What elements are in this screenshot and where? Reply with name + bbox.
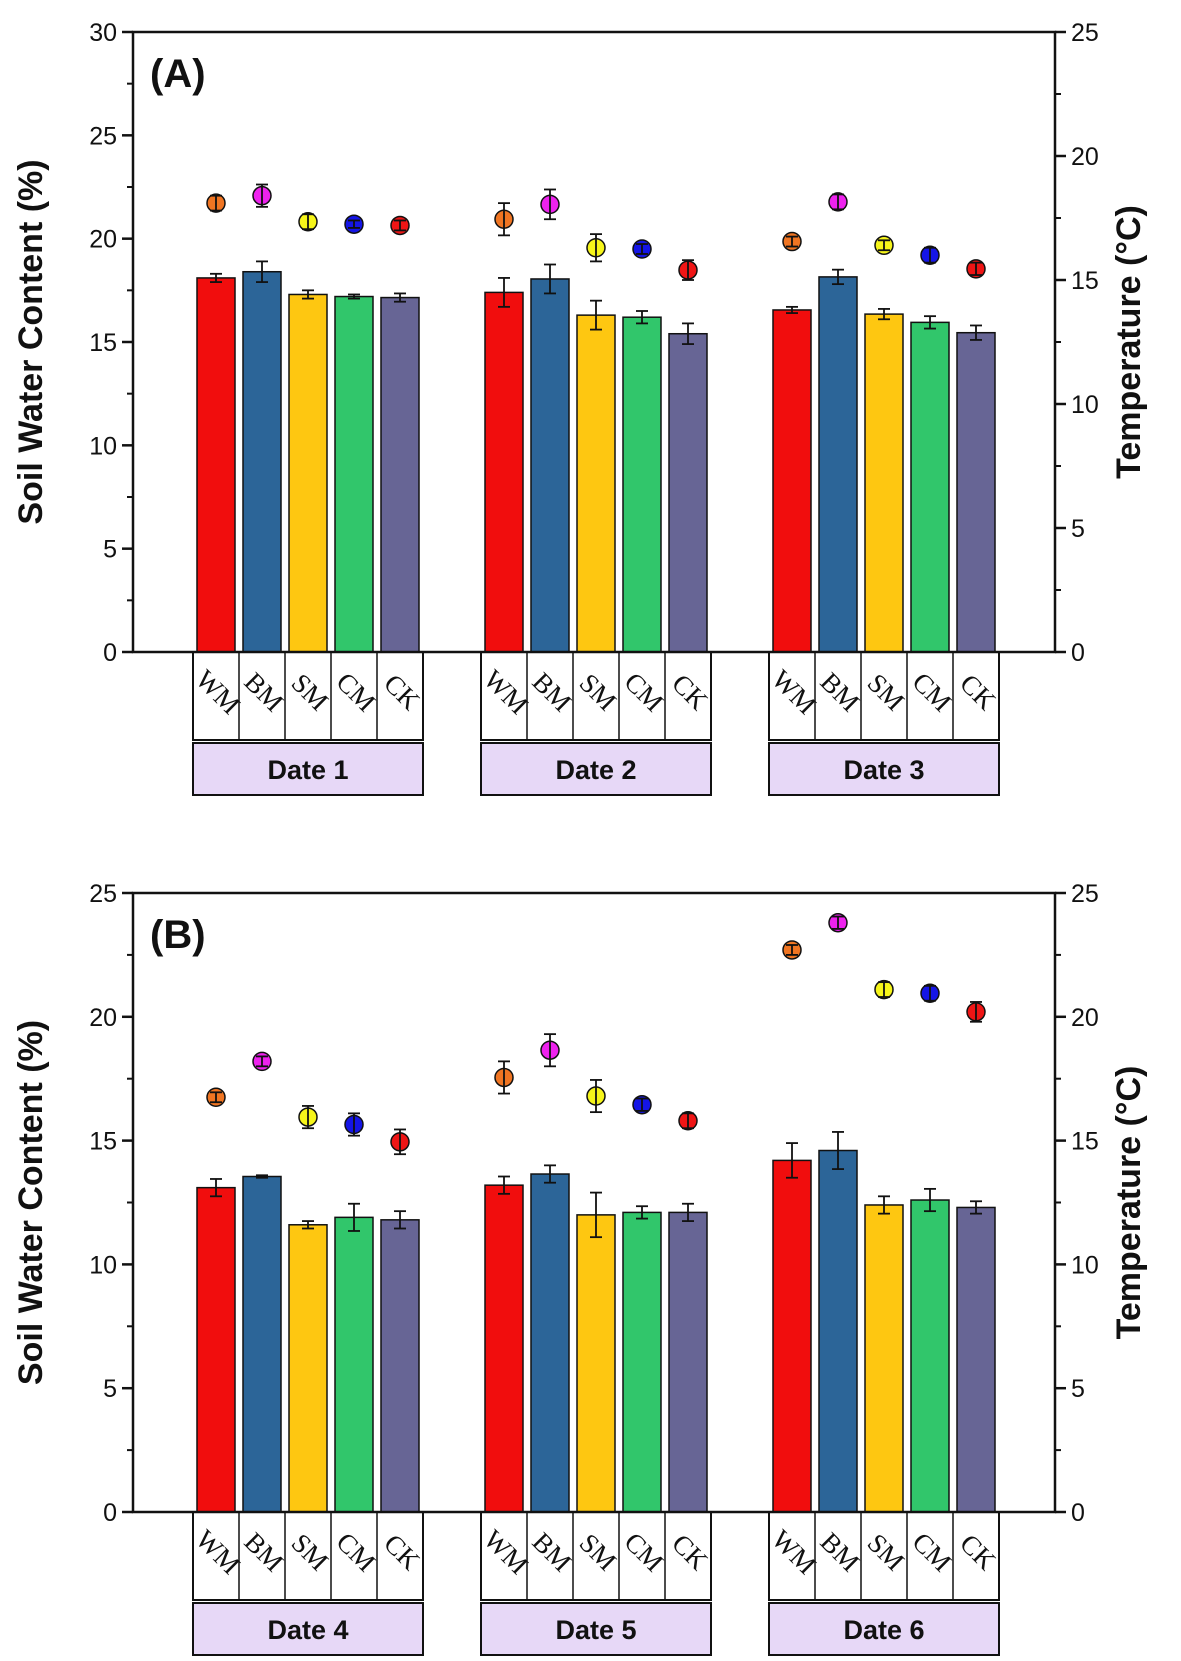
y-tick-label: 0 bbox=[103, 639, 117, 667]
date-label: Date 3 bbox=[843, 755, 924, 785]
y2-axis-title: Temperature (°C) bbox=[1110, 1066, 1148, 1340]
bar bbox=[956, 1206, 996, 1513]
category-label-box bbox=[192, 651, 424, 741]
category-label-box bbox=[480, 651, 712, 741]
y-tick-label: 25 bbox=[89, 880, 117, 908]
date-label-box bbox=[480, 742, 712, 796]
bar bbox=[196, 277, 236, 653]
category-label-box bbox=[768, 1511, 1000, 1601]
panel-label: (B) bbox=[150, 913, 206, 957]
bar bbox=[484, 291, 524, 653]
bar bbox=[576, 1214, 616, 1513]
y2-axis-title: Temperature (°C) bbox=[1110, 205, 1148, 479]
y-tick-label: 5 bbox=[103, 1375, 117, 1403]
bar bbox=[910, 321, 950, 653]
y-tick-label: 10 bbox=[89, 1251, 117, 1279]
bar bbox=[288, 293, 328, 653]
y-tick-label: 20 bbox=[89, 226, 117, 254]
bar bbox=[530, 278, 570, 653]
bar bbox=[288, 1224, 328, 1513]
y2-tick-label: 5 bbox=[1071, 1375, 1085, 1403]
date-label-box bbox=[192, 742, 424, 796]
bar bbox=[668, 332, 708, 653]
y-tick-label: 10 bbox=[89, 432, 117, 460]
y-tick-label: 15 bbox=[89, 329, 117, 357]
bar bbox=[334, 1216, 374, 1513]
date-label-box bbox=[768, 742, 1000, 796]
y-tick-label: 5 bbox=[103, 536, 117, 564]
y-tick-label: 20 bbox=[89, 1004, 117, 1032]
date-label: Date 5 bbox=[555, 1615, 636, 1645]
date-label: Date 2 bbox=[555, 755, 636, 785]
y-axis-title: Soil Water Content (%) bbox=[12, 159, 50, 524]
bar bbox=[334, 295, 374, 653]
bar bbox=[864, 313, 904, 653]
y2-tick-label: 0 bbox=[1071, 1499, 1085, 1527]
y-tick-label: 15 bbox=[89, 1128, 117, 1156]
y2-tick-label: 0 bbox=[1071, 639, 1085, 667]
bar bbox=[622, 316, 662, 653]
y2-tick-label: 25 bbox=[1071, 19, 1099, 47]
bar bbox=[196, 1186, 236, 1513]
chart-panel-0: 0 5 10 15 20 25 30 0 5 10 15 20 25 Soil Water Content… bbox=[12, 19, 1148, 796]
date-label: Date 4 bbox=[267, 1615, 348, 1645]
y-axis-title: Soil Water Content (%) bbox=[12, 1020, 50, 1385]
panel-label: (A) bbox=[150, 52, 206, 96]
date-label: Date 1 bbox=[267, 755, 348, 785]
bar bbox=[380, 296, 420, 653]
bar bbox=[576, 314, 616, 653]
bar bbox=[910, 1199, 950, 1513]
y2-tick-label: 20 bbox=[1071, 1004, 1099, 1032]
plot-frame bbox=[131, 891, 1057, 1514]
y-tick-label: 25 bbox=[89, 122, 117, 150]
bar bbox=[484, 1184, 524, 1513]
y-tick-label: 0 bbox=[103, 1499, 117, 1527]
bar bbox=[772, 1159, 812, 1513]
bar bbox=[380, 1219, 420, 1513]
bar bbox=[956, 331, 996, 653]
bar bbox=[242, 1175, 282, 1513]
y2-tick-label: 25 bbox=[1071, 880, 1099, 908]
bar bbox=[242, 270, 282, 653]
bar bbox=[772, 309, 812, 653]
y2-tick-label: 10 bbox=[1071, 391, 1099, 419]
date-label: Date 6 bbox=[843, 1615, 924, 1645]
y2-tick-label: 10 bbox=[1071, 1251, 1099, 1279]
y-tick-label: 30 bbox=[89, 19, 117, 47]
date-label-box bbox=[768, 1602, 1000, 1656]
bar bbox=[668, 1211, 708, 1513]
category-label-box bbox=[768, 651, 1000, 741]
date-label-box bbox=[480, 1602, 712, 1656]
chart-panel-1: 0 5 10 15 20 25 0 5 10 15 20 25 Soil Water Content (… bbox=[12, 880, 1148, 1656]
bar bbox=[530, 1173, 570, 1513]
y2-tick-label: 5 bbox=[1071, 515, 1085, 543]
bar bbox=[818, 276, 858, 653]
y2-tick-label: 15 bbox=[1071, 267, 1099, 295]
bar bbox=[622, 1211, 662, 1513]
category-label-box bbox=[192, 1511, 424, 1601]
y2-tick-label: 20 bbox=[1071, 143, 1099, 171]
plot-frame bbox=[131, 30, 1057, 654]
y2-tick-label: 15 bbox=[1071, 1128, 1099, 1156]
bar bbox=[818, 1149, 858, 1513]
date-label-box bbox=[192, 1602, 424, 1656]
bar bbox=[864, 1204, 904, 1513]
